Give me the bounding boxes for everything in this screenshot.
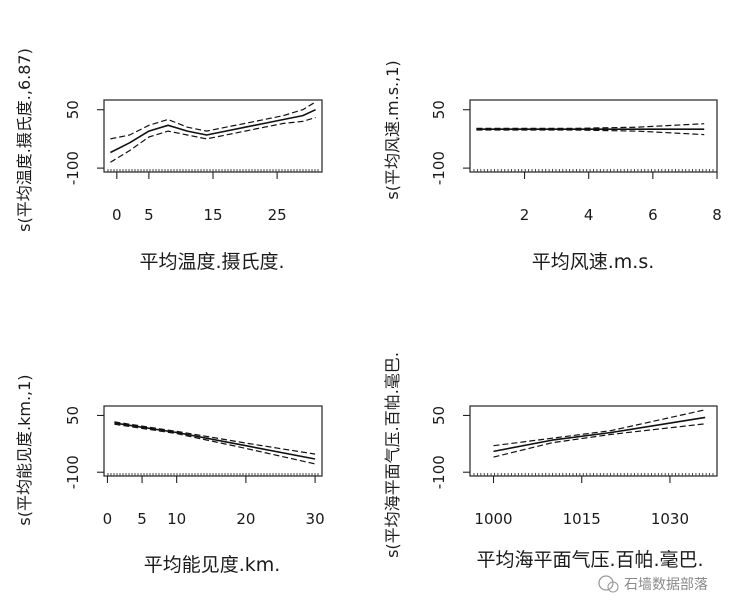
y-tick-label: 50 [430, 100, 448, 119]
confidence-band-upper [493, 409, 706, 447]
rug-marks [473, 169, 714, 172]
smooth-fit-line [110, 108, 316, 154]
y-tick-label: 50 [430, 406, 448, 425]
x-axis-label: 平均能见度.km. [144, 554, 281, 576]
y-tick-label: -100 [430, 151, 448, 185]
x-tick-label: 4 [584, 206, 594, 224]
x-tick-label: 5 [144, 206, 154, 224]
confidence-band-lower [493, 423, 706, 458]
confidence-band-upper [110, 101, 316, 140]
chart-panel-3: 0 5 10 20 30 50 -100 平均能见度.km. s(平均能见度.km.,1) [15, 374, 325, 576]
y-tick-label: 50 [64, 406, 82, 425]
y-axis-label: s(平均海平面气压.百帕.毫巴. [383, 352, 402, 558]
x-tick-label: 20 [236, 510, 255, 528]
y-axis-label: s(平均风速.m.s.,1) [383, 60, 402, 199]
plot-frame [469, 405, 718, 477]
y-tick-label: -100 [64, 151, 82, 185]
confidence-band-lower [114, 423, 316, 465]
rug-marks [107, 473, 319, 476]
confidence-band-lower [110, 116, 316, 163]
watermark-text: 石墙数据部落 [624, 577, 708, 593]
smooth-fit-line [493, 416, 706, 453]
watermark: 石墙数据部落 [598, 575, 708, 593]
y-tick-label: -100 [64, 455, 82, 489]
rug-marks [473, 473, 714, 476]
x-axis-label: 平均温度.摄氏度. [139, 251, 284, 273]
confidence-band-upper [476, 123, 705, 129]
y-axis-label: s(平均温度.摄氏度.,6.87) [15, 48, 34, 232]
chart-panel-1: 0 5 15 25 50 -100 平均温度.摄氏度. s(平均温度.摄氏度.,6.87) [15, 48, 323, 273]
x-tick-label: 0 [103, 510, 113, 528]
plot-frame [103, 99, 323, 173]
rug-marks [107, 169, 319, 172]
confidence-band-upper [114, 421, 316, 455]
confidence-band-lower [476, 129, 705, 136]
x-tick-label: 1030 [651, 510, 689, 528]
x-tick-label: 6 [648, 206, 658, 224]
x-tick-label: 1000 [474, 510, 512, 528]
x-tick-label: 15 [203, 206, 222, 224]
x-tick-label: 30 [306, 510, 325, 528]
x-tick-label: 5 [137, 510, 147, 528]
x-tick-label: 2 [520, 206, 530, 224]
wechat-icon [598, 575, 614, 591]
x-tick-label: 25 [268, 206, 287, 224]
x-tick-label: 1015 [563, 510, 601, 528]
smooth-fit-line [114, 422, 316, 460]
x-axis-label: 平均风速.m.s. [532, 251, 655, 273]
y-tick-label: 50 [64, 100, 82, 119]
chart-panel-4: 1000 1015 1030 50 -100 平均海平面气压.百帕.毫巴. s(平均海平面气… [383, 352, 718, 571]
plot-frame [469, 99, 718, 173]
y-axis-label: s(平均能见度.km.,1) [15, 374, 34, 525]
x-tick-label: 10 [167, 510, 186, 528]
x-tick-label: 0 [112, 206, 122, 224]
chart-panel-2: 2 4 6 8 50 -100 平均风速.m.s. s(平均风速.m.s.,1) [383, 60, 722, 273]
y-tick-label: -100 [430, 455, 448, 489]
x-tick-label: 8 [712, 206, 722, 224]
wechat-icon-bubble [607, 581, 619, 593]
x-axis-label: 平均海平面气压.百帕.毫巴. [476, 549, 703, 571]
